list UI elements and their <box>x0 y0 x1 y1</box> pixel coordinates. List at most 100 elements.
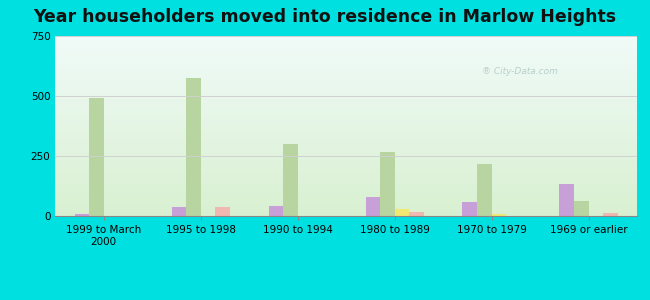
Bar <box>55 211 637 212</box>
Bar <box>55 103 637 104</box>
Bar <box>283 144 298 216</box>
Bar <box>55 113 637 115</box>
Bar <box>55 175 637 176</box>
Bar <box>55 139 637 140</box>
Bar <box>55 182 637 184</box>
Bar <box>55 104 637 106</box>
Bar <box>55 162 637 164</box>
Bar <box>55 36 637 38</box>
Bar <box>55 205 637 207</box>
Bar <box>477 164 491 216</box>
Bar <box>55 178 637 180</box>
Bar <box>560 184 574 216</box>
Bar <box>55 110 637 112</box>
Bar <box>55 158 637 160</box>
Bar <box>55 112 637 113</box>
Bar <box>55 133 637 135</box>
Bar <box>55 117 637 119</box>
Bar <box>55 194 637 196</box>
Bar <box>55 157 637 158</box>
Bar <box>55 200 637 202</box>
Bar <box>55 155 637 157</box>
Bar <box>55 95 637 97</box>
Bar <box>55 43 637 45</box>
Bar <box>55 164 637 166</box>
Bar <box>55 99 637 101</box>
Bar <box>55 149 637 151</box>
Bar <box>89 98 104 216</box>
Bar <box>55 85 637 86</box>
Bar <box>55 153 637 155</box>
Bar <box>55 146 637 148</box>
Bar <box>55 131 637 133</box>
Bar <box>55 79 637 81</box>
Bar <box>55 135 637 137</box>
Bar <box>75 214 89 216</box>
Bar <box>55 167 637 169</box>
Bar <box>55 189 637 191</box>
Bar <box>55 77 637 79</box>
Bar <box>55 212 637 214</box>
Bar <box>55 207 637 209</box>
Bar <box>55 86 637 88</box>
Bar <box>491 214 506 216</box>
Bar <box>55 128 637 130</box>
Bar <box>268 206 283 216</box>
Bar <box>55 52 637 54</box>
Bar <box>55 49 637 50</box>
Bar <box>395 209 409 216</box>
Bar <box>55 65 637 67</box>
Bar <box>55 142 637 144</box>
Bar <box>603 213 618 216</box>
Bar <box>55 119 637 121</box>
Bar <box>55 59 637 61</box>
Bar <box>55 74 637 76</box>
Bar <box>172 207 186 216</box>
Bar <box>55 90 637 92</box>
Bar <box>55 45 637 47</box>
Bar <box>55 214 637 216</box>
Bar <box>55 94 637 95</box>
Bar <box>380 152 395 216</box>
Bar <box>55 191 637 193</box>
Bar <box>55 160 637 162</box>
Bar <box>55 130 637 131</box>
Bar <box>365 197 380 216</box>
Bar <box>55 38 637 40</box>
Bar <box>55 166 637 167</box>
Bar <box>55 108 637 110</box>
Bar <box>55 101 637 103</box>
Bar <box>55 151 637 153</box>
Bar <box>55 196 637 198</box>
Bar <box>55 50 637 52</box>
Bar <box>186 78 201 216</box>
Bar <box>574 201 588 216</box>
Bar <box>55 140 637 142</box>
Bar <box>55 185 637 187</box>
Bar <box>215 207 230 216</box>
Bar <box>55 41 637 43</box>
Bar <box>55 54 637 56</box>
Bar <box>409 212 424 216</box>
Bar <box>55 176 637 178</box>
Bar <box>55 88 637 90</box>
Bar <box>55 76 637 77</box>
Bar <box>55 202 637 203</box>
Bar <box>55 148 637 149</box>
Bar <box>55 92 637 94</box>
Bar <box>55 203 637 205</box>
Bar <box>55 81 637 83</box>
Bar <box>55 124 637 126</box>
Bar <box>55 209 637 211</box>
Bar <box>55 68 637 70</box>
Text: Year householders moved into residence in Marlow Heights: Year householders moved into residence i… <box>33 8 617 26</box>
Bar <box>55 61 637 63</box>
Bar <box>55 193 637 194</box>
Bar <box>55 97 637 99</box>
Bar <box>55 144 637 146</box>
Bar <box>55 121 637 122</box>
Bar <box>55 70 637 72</box>
Bar <box>55 72 637 74</box>
Bar <box>55 58 637 59</box>
Bar <box>55 122 637 124</box>
